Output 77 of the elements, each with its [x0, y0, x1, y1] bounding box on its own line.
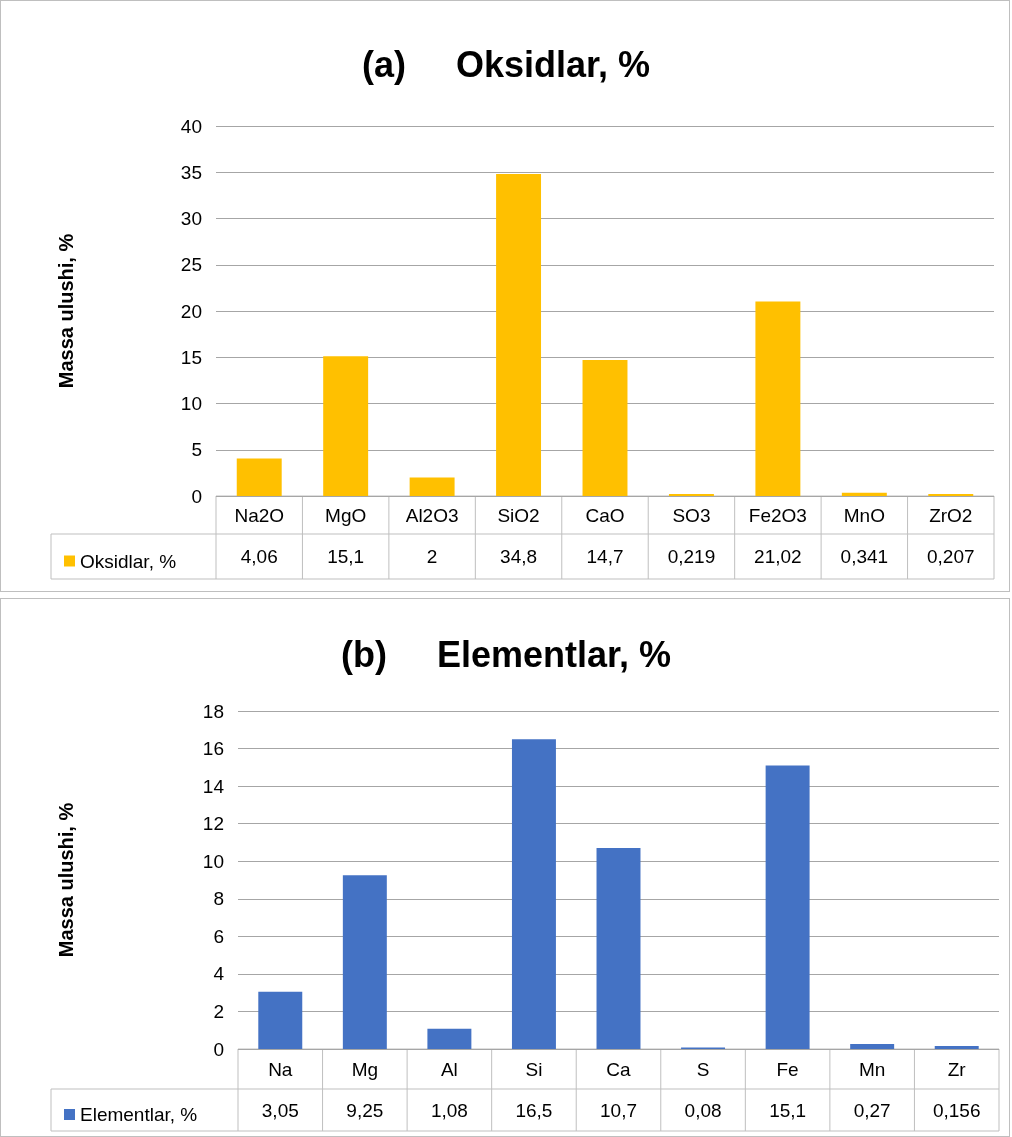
x-tick-label: Al	[440, 1059, 458, 1080]
bar	[258, 991, 303, 1049]
y-tick-label: 5	[191, 439, 202, 461]
x-tick-label: Fe	[776, 1059, 799, 1080]
y-tick-label: 10	[180, 393, 202, 414]
x-tick-label: MnO	[843, 505, 885, 526]
x-tick-label: Na2O	[234, 505, 285, 526]
bar	[668, 493, 714, 496]
bar	[934, 1046, 979, 1049]
data-label: 10,7	[600, 1099, 637, 1121]
y-tick-label: 25	[180, 254, 202, 276]
data-label: 2	[426, 546, 438, 567]
y-tick-label: 30	[180, 208, 202, 229]
data-label: 15,1	[769, 1099, 807, 1121]
x-tick-label: Mg	[351, 1059, 379, 1080]
x-tick-label: Ca	[606, 1059, 632, 1080]
bar	[236, 458, 282, 496]
data-label: 9,25	[346, 1099, 384, 1121]
y-tick-label: 12	[202, 813, 224, 835]
x-tick-label: Al2O3	[405, 505, 459, 526]
data-label: 15,1	[327, 546, 365, 567]
y-tick-label: 6	[213, 925, 224, 947]
data-label: 16,5	[515, 1099, 553, 1121]
x-tick-label: SiO2	[497, 505, 540, 526]
y-tick-label: 16	[202, 738, 224, 760]
y-tick-label: 18	[202, 700, 224, 722]
x-tick-label: MgO	[325, 505, 367, 526]
x-tick-label: S	[696, 1059, 710, 1080]
data-label: 0,207	[927, 546, 975, 567]
bar	[850, 1043, 895, 1049]
bar	[496, 174, 542, 496]
bar	[596, 848, 641, 1049]
bar	[323, 356, 369, 496]
legend-label: Elementlar, %	[80, 1104, 198, 1125]
legend-label: Oksidlar, %	[80, 550, 177, 572]
y-tick-label: 0	[191, 485, 202, 507]
bar	[511, 739, 556, 1049]
y-tick-label: 35	[180, 161, 202, 183]
x-tick-label: Zr	[947, 1059, 967, 1080]
y-tick-label: 8	[213, 888, 224, 910]
x-tick-label: Mn	[858, 1059, 886, 1080]
bar	[582, 360, 628, 496]
data-label: 0,156	[932, 1099, 981, 1121]
y-tick-label: 40	[180, 115, 202, 137]
y-tick-label: 20	[180, 300, 202, 322]
bar	[841, 492, 887, 496]
data-label: 3,05	[261, 1099, 299, 1121]
data-label: 4,06	[240, 546, 278, 567]
x-tick-label: Si	[525, 1059, 543, 1080]
data-label: 0,08	[684, 1099, 722, 1121]
data-label: 14,7	[586, 546, 624, 567]
data-label: 34,8	[500, 546, 538, 567]
y-tick-label: 4	[213, 963, 225, 985]
data-label: 21,02	[754, 546, 802, 567]
x-tick-label: SO3	[672, 505, 711, 526]
chart-title: (b) Elementlar, %	[340, 633, 672, 675]
y-tick-label: 14	[202, 775, 225, 797]
y-axis-title: Massa ulushi, %	[55, 233, 77, 389]
bar	[342, 875, 387, 1049]
bar	[765, 765, 810, 1049]
chart-title: (a) Oksidlar, %	[361, 43, 651, 85]
y-tick-label: 2	[213, 1000, 224, 1022]
x-tick-label: Fe2O3	[748, 505, 807, 526]
x-tick-label: Na	[268, 1059, 293, 1080]
data-label: 0,219	[667, 546, 716, 567]
bar	[755, 301, 801, 496]
y-tick-label: 0	[213, 1038, 224, 1060]
x-tick-label: CaO	[585, 505, 625, 526]
y-axis-title: Massa ulushi, %	[55, 802, 77, 958]
y-tick-label: 10	[202, 850, 224, 872]
y-tick-label: 15	[180, 346, 202, 368]
x-tick-label: ZrO2	[929, 505, 973, 526]
bar	[427, 1028, 472, 1049]
data-label: 1,08	[430, 1099, 468, 1121]
data-label: 0,27	[853, 1099, 891, 1121]
data-label: 0,341	[840, 546, 889, 567]
bar	[409, 477, 455, 496]
